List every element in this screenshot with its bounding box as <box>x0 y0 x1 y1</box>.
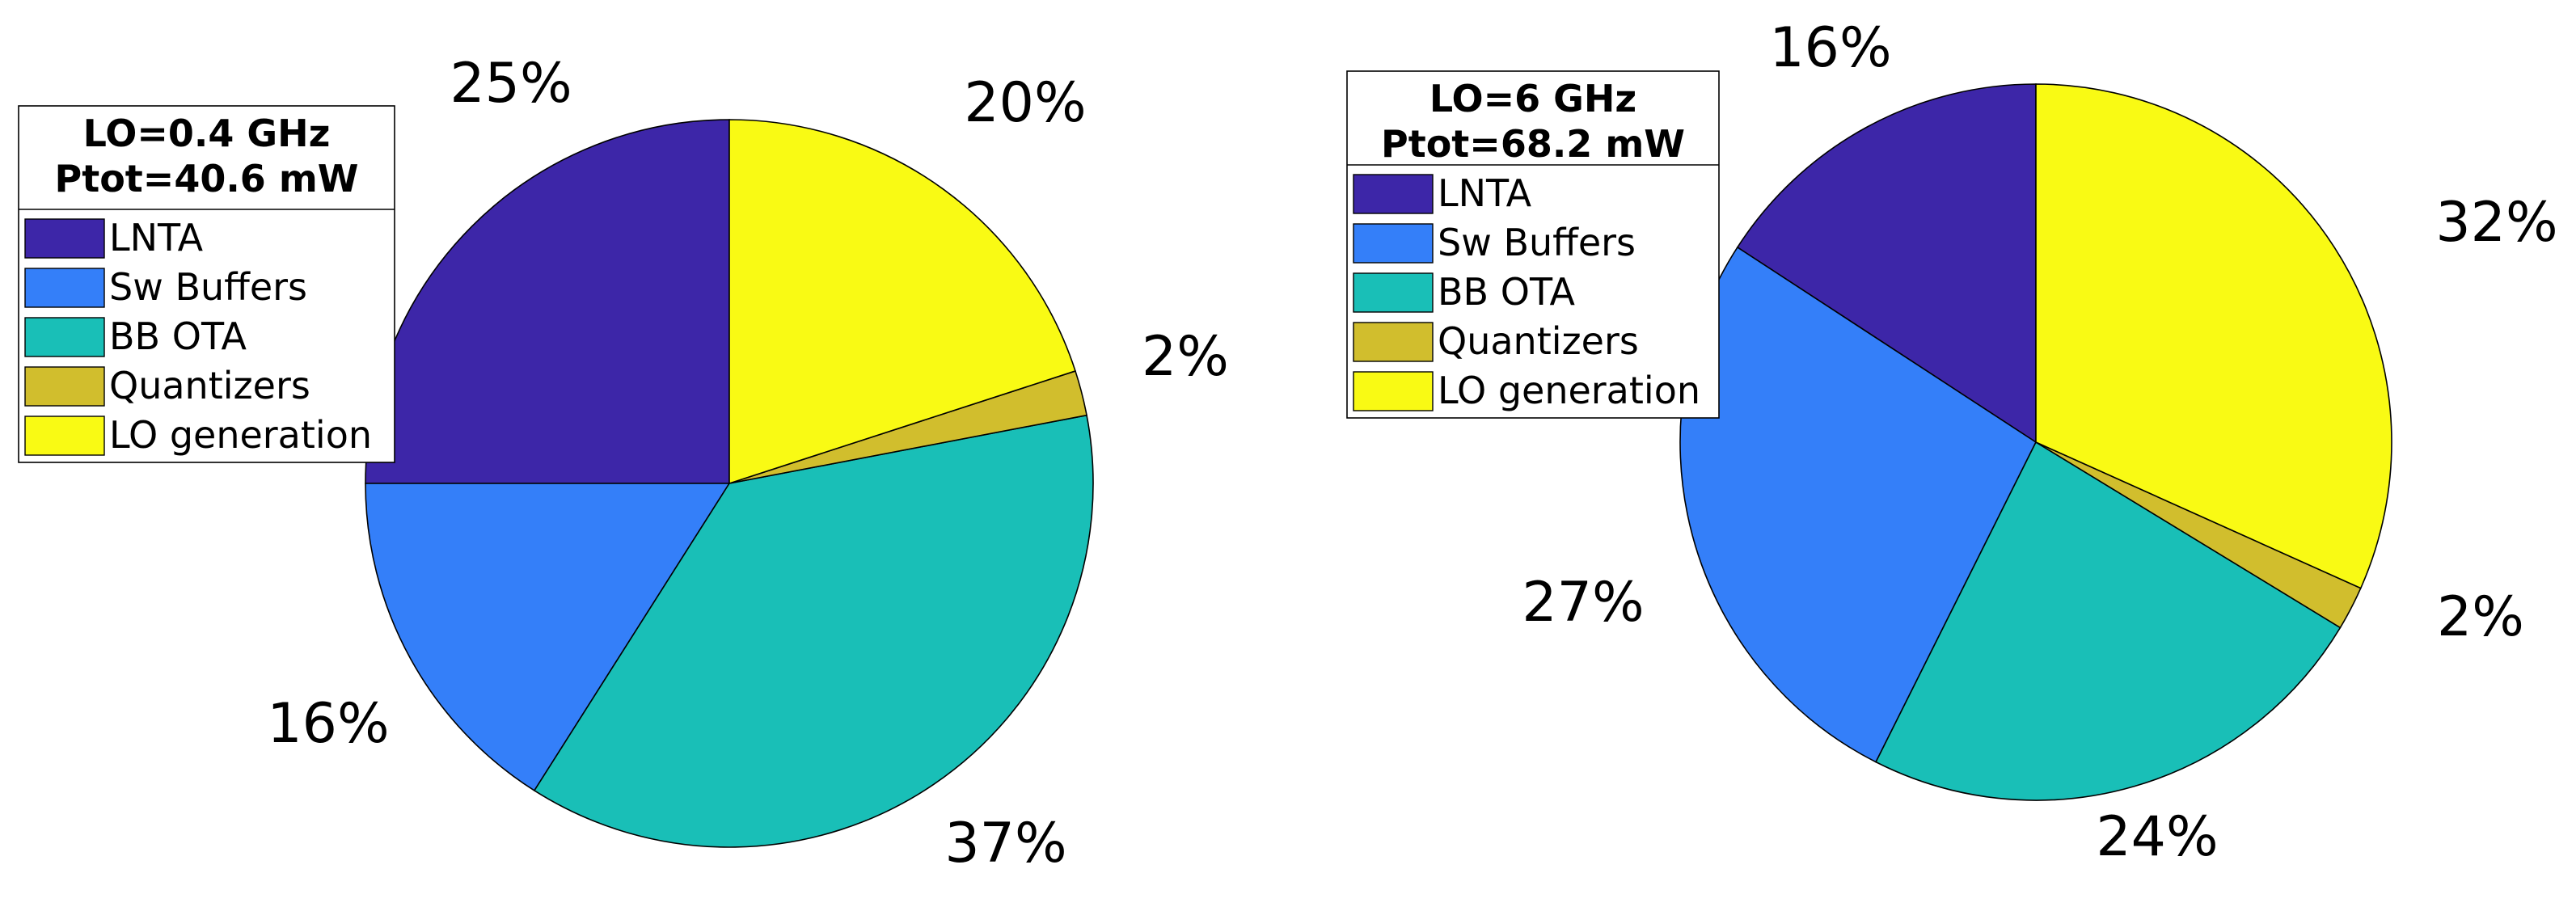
legend-swatch-quantizers <box>24 366 105 407</box>
pie-slice-bb-ota <box>533 414 1094 848</box>
pie-slice-lo-generation <box>2035 83 2392 589</box>
legend-label-sw-buffers: Sw Buffers <box>109 265 307 309</box>
pie-slice-lnta <box>365 119 730 484</box>
slice-label-sw-buffers: 16% <box>267 692 389 756</box>
legend-swatch-lo-generation <box>24 416 105 456</box>
legend-swatch-lo-generation <box>1353 371 1434 411</box>
legend-swatch-bb-ota <box>24 317 105 357</box>
legend-label-bb-ota: BB OTA <box>109 314 247 358</box>
pie-slice-lnta <box>1736 83 2037 444</box>
legend-label-lnta: LNTA <box>109 216 204 259</box>
slice-label-lo-generation: 32% <box>2435 191 2557 255</box>
legend-title-line: Ptot=68.2 mW <box>1381 122 1685 166</box>
legend-label-lo-generation: LO generation <box>109 413 372 457</box>
legend-swatch-bb-ota <box>1353 272 1434 313</box>
slice-label-lnta: 16% <box>1769 16 1891 80</box>
legend-label-sw-buffers: Sw Buffers <box>1438 221 1636 264</box>
slice-label-lo-generation: 20% <box>964 71 1086 135</box>
legend-swatch-lnta <box>24 218 105 259</box>
slice-label-bb-ota: 37% <box>944 812 1066 875</box>
legend-label-lnta: LNTA <box>1438 171 1532 215</box>
slice-label-quantizers: 2% <box>1142 325 1229 389</box>
pie-slice-sw-buffers <box>365 483 731 792</box>
legend-title-line: Ptot=40.6 mW <box>54 157 358 200</box>
legend-label-bb-ota: BB OTA <box>1438 270 1575 314</box>
legend-title-line: LO=0.4 GHz <box>83 112 331 155</box>
slice-label-quantizers: 2% <box>2437 585 2524 649</box>
legend-label-quantizers: Quantizers <box>1438 319 1639 363</box>
pie-slice-bb-ota <box>1875 441 2342 801</box>
slice-label-lnta: 25% <box>450 52 572 116</box>
slice-label-bb-ota: 24% <box>2096 805 2218 869</box>
legend-swatch-sw-buffers <box>1353 223 1434 264</box>
legend-label-lo-generation: LO generation <box>1438 369 1700 412</box>
legend-swatch-sw-buffers <box>24 268 105 308</box>
pie-slice-lo-generation <box>728 119 1076 485</box>
legend-swatch-lnta <box>1353 174 1434 214</box>
slice-label-sw-buffers: 27% <box>1522 571 1644 635</box>
legend-title-line: LO=6 GHz <box>1429 77 1636 120</box>
legend-label-quantizers: Quantizers <box>109 364 310 407</box>
legend-swatch-quantizers <box>1353 322 1434 362</box>
